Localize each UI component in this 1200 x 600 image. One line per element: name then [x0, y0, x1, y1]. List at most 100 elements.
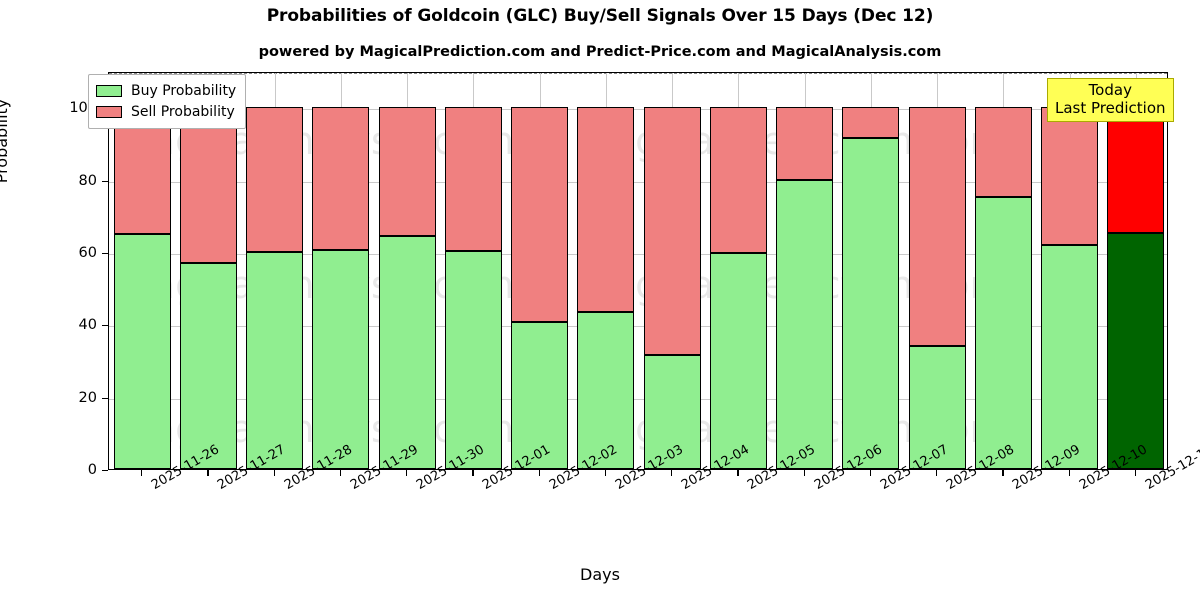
y-tick-label: 20: [78, 389, 97, 406]
x-axis-label: Days: [580, 565, 620, 584]
bar-segment-buy[interactable]: [1041, 244, 1099, 469]
bar-column[interactable]: [444, 71, 502, 469]
bar-segment-sell[interactable]: [577, 107, 635, 313]
x-tick-label: 2025-11-30: [414, 442, 487, 493]
chart-title: Probabilities of Goldcoin (GLC) Buy/Sell…: [266, 6, 934, 26]
x-tick-mark: [604, 470, 607, 476]
bar-segment-buy[interactable]: [1107, 232, 1165, 469]
bar-column[interactable]: [312, 71, 370, 469]
today-annotation-line1: Today: [1088, 81, 1132, 99]
bar-segment-sell[interactable]: [709, 107, 767, 253]
grid-line-horizontal: [109, 398, 1167, 400]
x-tick-label: 2025-12-02: [547, 442, 620, 493]
x-tick-mark: [538, 470, 540, 476]
bar-segment-sell[interactable]: [444, 107, 502, 251]
reference-dash-line: [109, 73, 1167, 74]
bar-segment-buy[interactable]: [776, 179, 834, 469]
x-tick-mark: [406, 470, 408, 476]
bar-segment-buy[interactable]: [709, 252, 767, 469]
bar-segment-buy[interactable]: [113, 233, 171, 469]
bar-segment-sell[interactable]: [842, 107, 900, 138]
y-tick-mark: [102, 180, 108, 182]
today-annotation-line2: Last Prediction: [1055, 98, 1166, 117]
x-tick-mark: [1068, 470, 1070, 476]
y-tick-mark: [102, 325, 108, 327]
y-tick-label: 80: [78, 172, 97, 189]
grid-line-horizontal: [109, 326, 1167, 328]
bar-segment-buy[interactable]: [511, 322, 569, 469]
bar-column[interactable]: [776, 71, 834, 469]
bar-segment-sell[interactable]: [511, 107, 569, 323]
bar-column[interactable]: [643, 71, 701, 469]
bar-segment-buy[interactable]: [643, 355, 701, 469]
x-tick-label: 2025-11-26: [149, 442, 222, 493]
bar-segment-buy[interactable]: [974, 196, 1032, 469]
x-tick-label: 2025-12-06: [812, 442, 885, 493]
bar-segment-buy[interactable]: [908, 345, 966, 469]
bar-column[interactable]: [908, 71, 966, 469]
bar-segment-sell[interactable]: [1107, 107, 1165, 233]
bar-segment-sell[interactable]: [643, 107, 701, 356]
bar-segment-buy[interactable]: [246, 251, 304, 469]
x-tick-label: 2025-12-07: [878, 442, 951, 493]
x-tick-label: 2025-12-01: [480, 442, 553, 493]
legend-item-sell[interactable]: Sell Probability: [96, 101, 236, 122]
bar-column[interactable]: [842, 71, 900, 469]
y-tick-label: 40: [78, 317, 97, 334]
x-tick-label: 2025-12-09: [1010, 442, 1083, 493]
bar-column[interactable]: [577, 71, 635, 469]
bar-series-layer: [109, 73, 1167, 469]
x-tick-mark: [472, 470, 474, 476]
y-tick-mark: [102, 470, 108, 472]
chart-legend[interactable]: Buy Probability Sell Probability: [88, 74, 247, 129]
x-tick-mark: [737, 470, 739, 476]
bar-column[interactable]: [709, 71, 767, 469]
x-tick-mark: [936, 470, 938, 476]
y-tick-label: 0: [87, 462, 97, 478]
x-tick-label: 2025-11-27: [215, 442, 288, 493]
bar-segment-sell[interactable]: [378, 107, 436, 236]
plot-area: MagicalAnalysis.comMagicalPrediction.com…: [108, 72, 1168, 470]
x-tick-mark: [803, 470, 805, 476]
bar-segment-sell[interactable]: [908, 107, 966, 346]
today-annotation: Today Last Prediction: [1047, 78, 1174, 123]
y-tick-mark: [102, 252, 108, 255]
bar-segment-buy[interactable]: [577, 312, 635, 469]
bar-column[interactable]: [511, 71, 569, 469]
bar-column[interactable]: [1107, 71, 1165, 469]
x-tick-label: 2025-12-11: [1142, 442, 1200, 493]
legend-label-buy: Buy Probability: [131, 82, 237, 99]
bar-column[interactable]: [113, 71, 171, 469]
bar-segment-sell[interactable]: [776, 107, 834, 180]
bar-column[interactable]: [246, 71, 304, 469]
x-tick-mark: [141, 470, 143, 476]
y-tick-mark: [102, 397, 108, 399]
bar-segment-sell[interactable]: [179, 107, 237, 263]
x-tick-label: 2025-12-03: [613, 442, 686, 493]
y-tick-label: 60: [78, 244, 97, 261]
x-tick-mark: [1002, 470, 1004, 476]
bar-segment-buy[interactable]: [444, 250, 502, 469]
grid-line-horizontal: [109, 181, 1167, 183]
bar-segment-sell[interactable]: [974, 107, 1032, 197]
bar-segment-buy[interactable]: [378, 235, 436, 469]
x-tick-mark: [671, 470, 673, 476]
bar-segment-buy[interactable]: [179, 262, 237, 469]
bar-segment-buy[interactable]: [842, 137, 900, 469]
legend-item-buy[interactable]: Buy Probability: [96, 80, 236, 101]
bar-segment-buy[interactable]: [312, 250, 370, 469]
x-tick-mark: [869, 470, 872, 476]
bar-segment-sell[interactable]: [312, 107, 370, 251]
bar-column[interactable]: [1041, 71, 1099, 469]
bar-segment-sell[interactable]: [1041, 107, 1099, 245]
bar-segment-sell[interactable]: [246, 107, 304, 252]
y-axis-label: Probability: [0, 98, 11, 184]
x-tick-mark: [1134, 470, 1137, 476]
x-tick-label: 2025-11-29: [348, 442, 421, 493]
bar-column[interactable]: [378, 71, 436, 469]
chart-subtitle: powered by MagicalPrediction.com and Pre…: [258, 44, 942, 60]
x-tick-mark: [207, 470, 209, 476]
bar-column[interactable]: [974, 71, 1032, 469]
legend-swatch-buy-icon: [96, 84, 122, 97]
bar-column[interactable]: [179, 71, 237, 469]
